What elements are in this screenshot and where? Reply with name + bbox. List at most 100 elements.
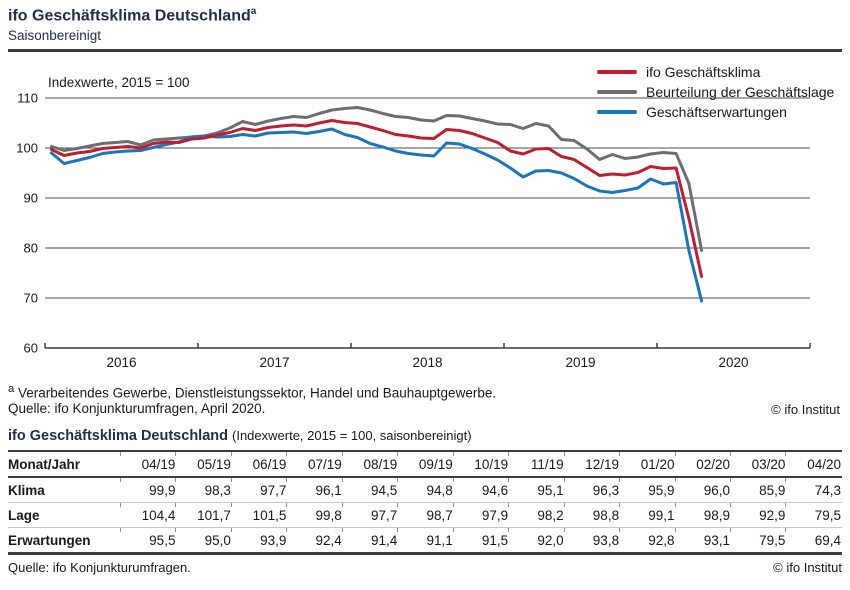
table-cell: 91,5 — [453, 527, 510, 555]
table-cell: 98,7 — [398, 502, 455, 528]
table-cell: 95,9 — [620, 477, 676, 503]
page-title: ifo Geschäftsklima Deutschlanda — [8, 6, 256, 26]
table-col-header: 04/19 — [121, 451, 177, 478]
table-col-header: 09/19 — [398, 451, 455, 478]
table-cell: 95,1 — [509, 477, 566, 503]
table-cell: 98,9 — [675, 502, 732, 528]
chart-series — [49, 106, 704, 303]
page-subtitle: Saisonbereinigt — [8, 28, 102, 43]
table-header-row: Monat/Jahr 04/19 05/19 06/19 07/19 08/19 09/19… — [8, 451, 842, 478]
x-axis-label: 2018 — [412, 355, 442, 370]
table-cell: 74,3 — [786, 477, 842, 503]
table-cell: 93,1 — [675, 527, 732, 555]
header-divider — [8, 49, 842, 52]
table-col-header-label: Monat/Jahr — [8, 451, 121, 478]
legend-label: Geschäftserwartungen — [646, 104, 787, 120]
table-cell: 98,8 — [564, 502, 621, 528]
table-cell: 101,5 — [231, 502, 288, 528]
table-cell: 92,8 — [620, 527, 676, 555]
table-cell: 99,1 — [620, 502, 676, 528]
table-row-lage: Lage 104,4 101,7 101,5 99,8 97,7 98,7 97,9 98,2 9… — [8, 502, 842, 528]
table-cell: 92,4 — [287, 527, 344, 555]
legend-swatch-erwartungen — [597, 110, 637, 114]
y-axis-label: 110 — [17, 91, 38, 106]
table-row-klima: Klima 99,9 98,3 97,7 96,1 94,5 94,8 94,6 95,1 96,… — [8, 477, 842, 503]
table-col-header: 02/20 — [675, 451, 732, 478]
table-source: Quelle: ifo Konjunkturumfragen. — [8, 560, 191, 575]
table-cell: 98,3 — [176, 477, 233, 503]
table-title-text: ifo Geschäftsklima Deutschland — [8, 428, 228, 444]
legend-swatch-lage — [597, 90, 637, 94]
table-cell: 94,8 — [398, 477, 455, 503]
x-axis-label: 2019 — [565, 355, 595, 370]
legend-item-lage: Beurteilung der Geschäftslage — [597, 82, 834, 102]
legend-label: ifo Geschäftsklima — [646, 64, 761, 80]
table-cell: 79,5 — [730, 527, 787, 555]
table-footer: Quelle: ifo Konjunkturumfragen. © ifo In… — [8, 560, 842, 575]
table-cell: 95,5 — [121, 527, 177, 555]
table-cell: 98,2 — [509, 502, 566, 528]
table-col-header: 01/20 — [620, 451, 676, 478]
chart-y-axis-labels: 110 100 90 80 70 60 — [16, 91, 38, 356]
footnote-text: Verarbeitendes Gewerbe, Dienstleistungss… — [18, 385, 497, 401]
legend-label: Beurteilung der Geschäftslage — [646, 84, 835, 100]
chart-legend: ifo Geschäftsklima Beurteilung der Geschä… — [597, 62, 834, 122]
table-cell: 79,5 — [786, 502, 842, 528]
table-cell: 96,0 — [675, 477, 732, 503]
table-cell: 94,6 — [453, 477, 510, 503]
table-col-header: 08/19 — [342, 451, 399, 478]
table-cell: 91,1 — [398, 527, 455, 555]
table-cell: 96,1 — [287, 477, 344, 503]
table-title-note: (Indexwerte, 2015 = 100, saisonbereinigt… — [232, 428, 472, 443]
table-col-header: 07/19 — [287, 451, 344, 478]
table-cell: 93,8 — [564, 527, 621, 555]
chart-gridlines — [45, 97, 810, 299]
table-col-header: 10/19 — [453, 451, 510, 478]
table-col-header: 06/19 — [231, 451, 288, 478]
table-copyright: © ifo Institut — [773, 560, 842, 575]
row-label: Lage — [8, 502, 121, 528]
table-cell: 99,8 — [287, 502, 344, 528]
y-axis-label: 70 — [24, 291, 38, 306]
y-axis-label: 100 — [16, 141, 38, 156]
table-cell: 97,7 — [342, 502, 399, 528]
page-title-footnote-marker: a — [250, 6, 257, 17]
table-section: ifo Geschäftsklima Deutschland (Indexwer… — [8, 428, 842, 575]
table-col-header: 05/19 — [176, 451, 233, 478]
table-cell: 92,0 — [509, 527, 566, 555]
table-cell: 85,9 — [730, 477, 787, 503]
table-cell: 95,0 — [176, 527, 233, 555]
series-line-erwartungen — [49, 127, 704, 303]
page-title-text: ifo Geschäftsklima Deutschland — [8, 7, 251, 25]
x-axis-label: 2017 — [259, 355, 289, 370]
table-title: ifo Geschäftsklima Deutschland (Indexwer… — [8, 428, 842, 444]
table-cell: 97,7 — [231, 477, 288, 503]
footnote-marker: a — [8, 383, 15, 395]
line-chart: 110 100 90 80 70 60 2016 2017 2018 2019 2020 — [16, 91, 811, 370]
row-label: Klima — [8, 477, 121, 503]
table-cell: 101,7 — [176, 502, 233, 528]
y-axis-label: 90 — [24, 191, 38, 206]
table-row-erwartungen: Erwartungen 95,5 95,0 93,9 92,4 91,4 91,1 91,5 9… — [8, 527, 842, 555]
table-cell: 97,9 — [453, 502, 510, 528]
table-cell: 91,4 — [342, 527, 399, 555]
chart-copyright: © ifo Institut — [771, 402, 840, 417]
table-cell: 92,9 — [730, 502, 787, 528]
y-axis-label: 80 — [24, 241, 38, 256]
chart-footnote: a Verarbeitendes Gewerbe, Dienstleistung… — [8, 382, 496, 403]
index-values-table: Monat/Jahr 04/19 05/19 06/19 07/19 08/19 09/19… — [8, 450, 842, 555]
legend-item-erwartungen: Geschäftserwartungen — [597, 102, 834, 122]
table-cell: 104,4 — [121, 502, 177, 528]
chart-x-axis-labels: 2016 2017 2018 2019 2020 — [106, 355, 748, 370]
x-axis-label: 2020 — [718, 355, 748, 370]
table-cell: 96,3 — [564, 477, 621, 503]
table-cell: 69,4 — [786, 527, 842, 555]
series-line-lage — [49, 106, 704, 252]
table-col-header: 11/19 — [509, 451, 566, 478]
table-cell: 94,5 — [342, 477, 399, 503]
table-col-header: 03/20 — [730, 451, 787, 478]
series-line-klima — [49, 119, 704, 278]
chart-x-axis — [44, 343, 811, 349]
chart-axis-note: Indexwerte, 2015 = 100 — [48, 75, 190, 90]
